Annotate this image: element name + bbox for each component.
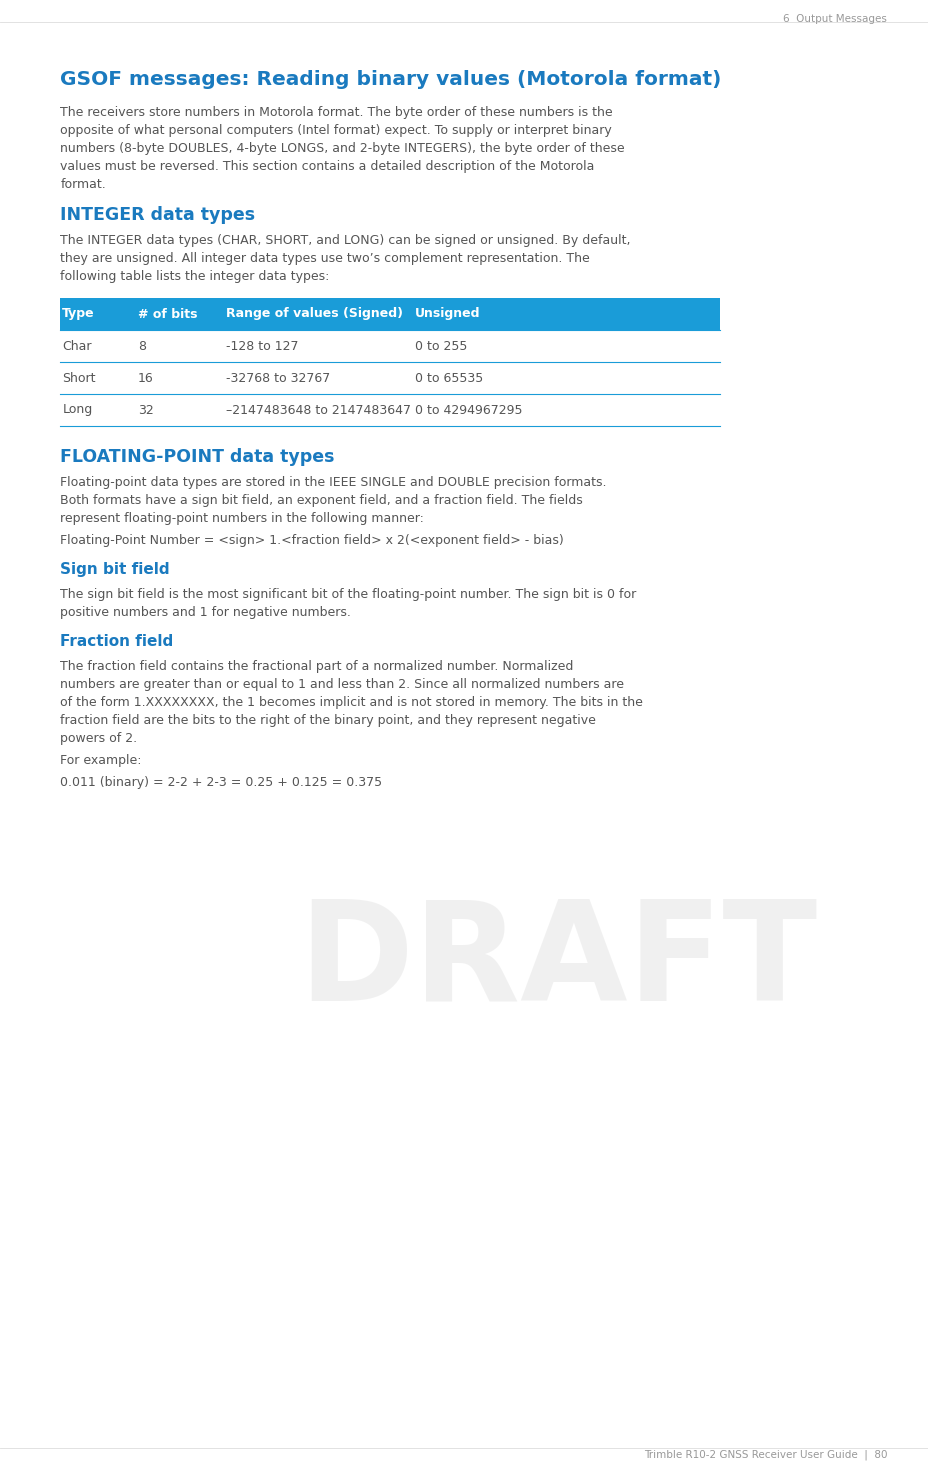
Text: fraction field are the bits to the right of the binary point, and they represent: fraction field are the bits to the right… — [60, 713, 596, 727]
Bar — [60, 297, 719, 330]
Text: Short: Short — [62, 371, 96, 385]
Text: Sign bit field: Sign bit field — [60, 562, 170, 577]
Text: Range of values (Signed): Range of values (Signed) — [226, 308, 403, 321]
Text: Unsigned: Unsigned — [415, 308, 480, 321]
Text: opposite of what personal computers (Intel format) expect. To supply or interpre: opposite of what personal computers (Int… — [60, 124, 612, 138]
Text: GSOF messages: Reading binary values (Motorola format): GSOF messages: Reading binary values (Mo… — [60, 70, 721, 89]
Text: powers of 2.: powers of 2. — [60, 733, 137, 744]
Text: FLOATING-POINT data types: FLOATING-POINT data types — [60, 448, 334, 466]
Text: The sign bit field is the most significant bit of the floating-point number. The: The sign bit field is the most significa… — [60, 588, 636, 601]
Text: Char: Char — [62, 339, 92, 352]
Text: Type: Type — [62, 308, 95, 321]
Text: Floating-Point Number = <sign> 1.<fraction field> x 2(<exponent field> - bias): Floating-Point Number = <sign> 1.<fracti… — [60, 534, 563, 548]
Text: format.: format. — [60, 178, 106, 191]
Text: For example:: For example: — [60, 753, 142, 767]
Text: Floating-point data types are stored in the IEEE SINGLE and DOUBLE precision for: Floating-point data types are stored in … — [60, 477, 606, 488]
Text: 0 to 4294967295: 0 to 4294967295 — [415, 404, 522, 416]
Text: INTEGER data types: INTEGER data types — [60, 206, 255, 223]
Text: 0 to 65535: 0 to 65535 — [415, 371, 483, 385]
Text: Both formats have a sign bit field, an exponent field, and a fraction field. The: Both formats have a sign bit field, an e… — [60, 494, 583, 508]
Text: 0.011 (binary) = 2-2 + 2-3 = 0.25 + 0.125 = 0.375: 0.011 (binary) = 2-2 + 2-3 = 0.25 + 0.12… — [60, 776, 382, 789]
Text: Trimble R10-2 GNSS Receiver User Guide  |  80: Trimble R10-2 GNSS Receiver User Guide |… — [643, 1449, 886, 1459]
Text: Fraction field: Fraction field — [60, 633, 174, 650]
Text: -128 to 127: -128 to 127 — [226, 339, 298, 352]
Text: –2147483648 to 2147483647: –2147483648 to 2147483647 — [226, 404, 410, 416]
Text: Long: Long — [62, 404, 93, 416]
Text: 8: 8 — [138, 339, 146, 352]
Text: values must be reversed. This section contains a detailed description of the Mot: values must be reversed. This section co… — [60, 160, 594, 173]
Text: 32: 32 — [138, 404, 154, 416]
Text: # of bits: # of bits — [138, 308, 198, 321]
Text: The receivers store numbers in Motorola format. The byte order of these numbers : The receivers store numbers in Motorola … — [60, 107, 612, 118]
Text: they are unsigned. All integer data types use two’s complement representation. T: they are unsigned. All integer data type… — [60, 252, 589, 265]
Text: The INTEGER data types (CHAR, SHORT, and LONG) can be signed or unsigned. By def: The INTEGER data types (CHAR, SHORT, and… — [60, 234, 630, 247]
Text: 0 to 255: 0 to 255 — [415, 339, 467, 352]
Text: The fraction field contains the fractional part of a normalized number. Normaliz: The fraction field contains the fraction… — [60, 660, 574, 673]
Text: following table lists the integer data types:: following table lists the integer data t… — [60, 269, 329, 283]
Text: 6  Output Messages: 6 Output Messages — [782, 13, 886, 24]
Text: numbers (8-byte DOUBLES, 4-byte LONGS, and 2-byte INTEGERS), the byte order of t: numbers (8-byte DOUBLES, 4-byte LONGS, a… — [60, 142, 625, 155]
Text: 16: 16 — [138, 371, 154, 385]
Text: -32768 to 32767: -32768 to 32767 — [226, 371, 329, 385]
Text: positive numbers and 1 for negative numbers.: positive numbers and 1 for negative numb… — [60, 605, 351, 619]
Text: of the form 1.XXXXXXXX, the 1 becomes implicit and is not stored in memory. The : of the form 1.XXXXXXXX, the 1 becomes im… — [60, 696, 642, 709]
Text: numbers are greater than or equal to 1 and less than 2. Since all normalized num: numbers are greater than or equal to 1 a… — [60, 678, 624, 691]
Text: represent floating-point numbers in the following manner:: represent floating-point numbers in the … — [60, 512, 424, 525]
Text: DRAFT: DRAFT — [298, 894, 816, 1030]
